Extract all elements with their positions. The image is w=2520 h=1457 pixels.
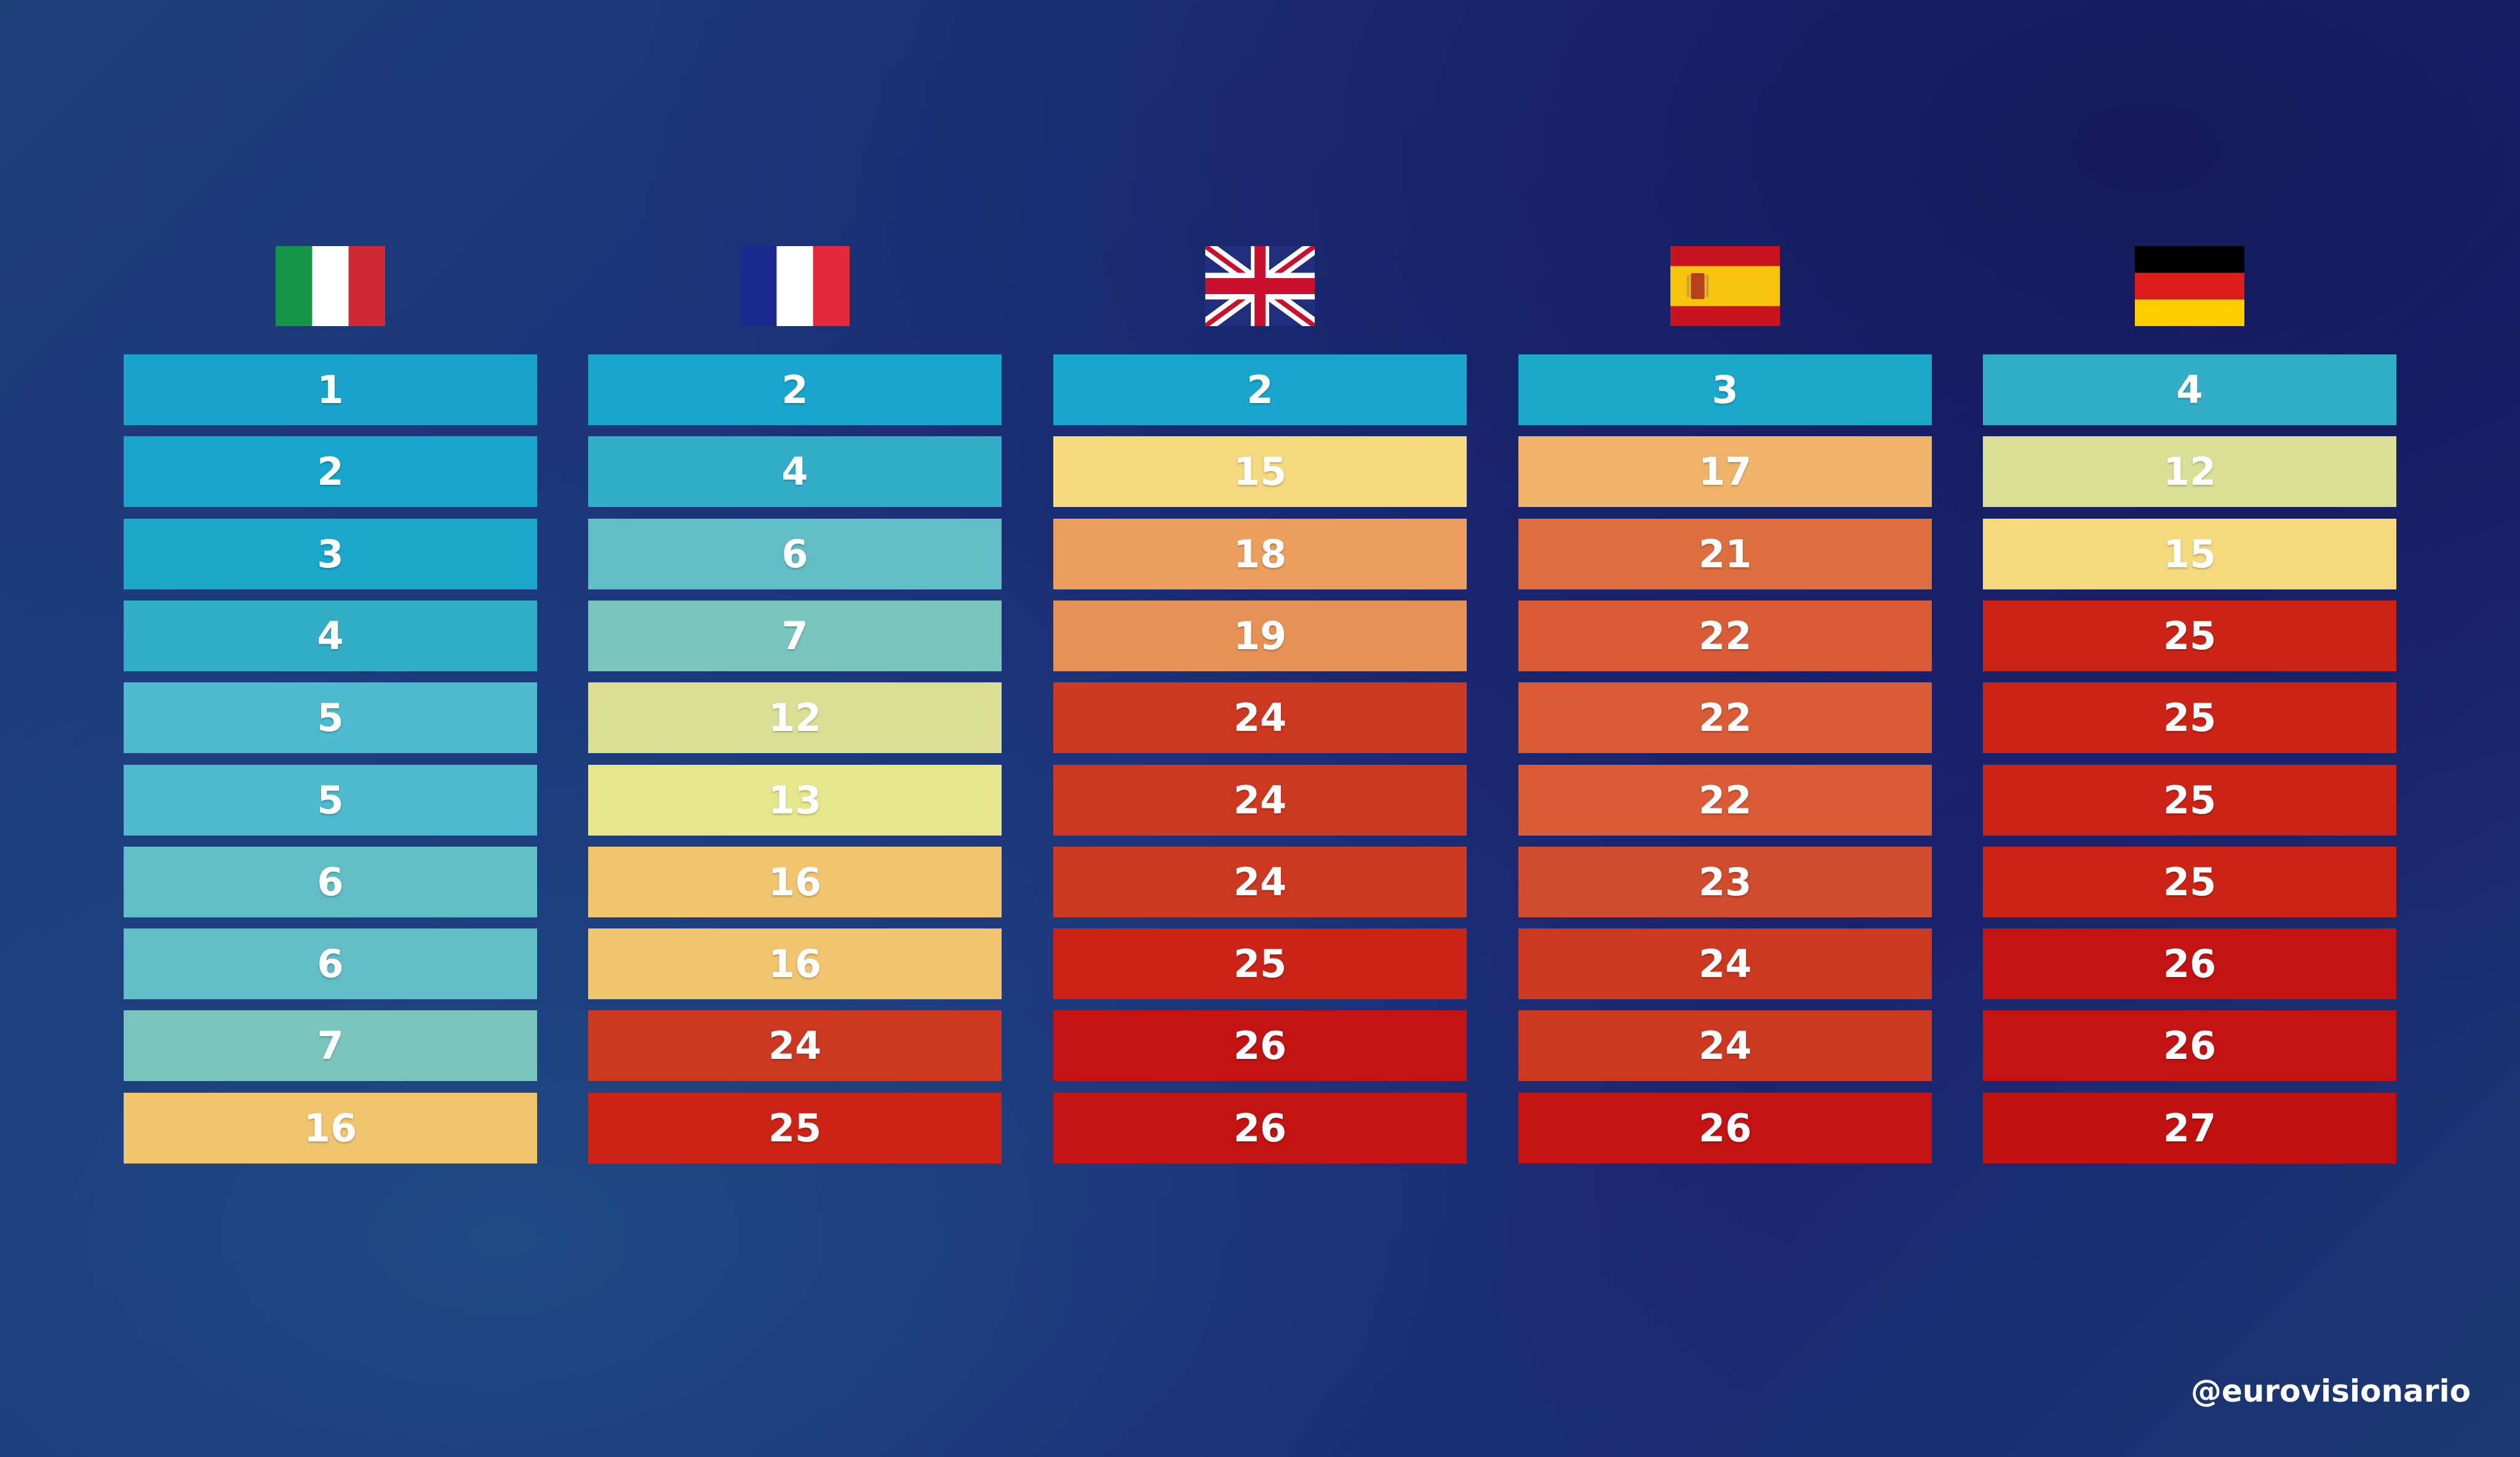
position-cell: 26 bbox=[1053, 1093, 1467, 1164]
position-cell: 26 bbox=[1053, 1010, 1467, 1081]
position-cell: 23 bbox=[1518, 847, 1932, 917]
position-cell: 2 bbox=[588, 354, 1002, 425]
position-cell: 26 bbox=[1983, 1010, 2396, 1081]
position-cell: 1 bbox=[124, 354, 537, 425]
position-cell: 7 bbox=[588, 601, 1002, 671]
position-cell: 2 bbox=[1053, 354, 1467, 425]
position-cell: 5 bbox=[124, 765, 537, 836]
position-cell: 3 bbox=[124, 519, 537, 589]
position-cell: 6 bbox=[124, 928, 537, 999]
position-cell: 16 bbox=[588, 928, 1002, 999]
position-cell: 25 bbox=[588, 1093, 1002, 1164]
position-cell: 22 bbox=[1518, 601, 1932, 671]
position-cell: 15 bbox=[1983, 519, 2396, 589]
position-cell: 6 bbox=[588, 519, 1002, 589]
position-cell: 19 bbox=[1053, 601, 1467, 671]
watermark: @eurovisionario bbox=[2191, 1373, 2471, 1409]
position-cell: 5 bbox=[124, 682, 537, 753]
position-cell: 25 bbox=[1983, 601, 2396, 671]
position-cell: 25 bbox=[1983, 682, 2396, 753]
position-cell: 7 bbox=[124, 1010, 537, 1081]
position-cell: 24 bbox=[588, 1010, 1002, 1081]
position-cell: 22 bbox=[1518, 682, 1932, 753]
position-cell: 17 bbox=[1518, 436, 1932, 507]
position-cell: 18 bbox=[1053, 519, 1467, 589]
position-cell: 27 bbox=[1983, 1093, 2396, 1164]
position-cell: 25 bbox=[1983, 847, 2396, 917]
position-cell: 16 bbox=[588, 847, 1002, 917]
position-cell: 24 bbox=[1053, 682, 1467, 753]
position-cell: 16 bbox=[124, 1093, 537, 1164]
position-cell: 26 bbox=[1518, 1093, 1932, 1164]
spain-flag bbox=[1670, 246, 1780, 326]
position-cell: 6 bbox=[124, 847, 537, 917]
position-cell: 3 bbox=[1518, 354, 1932, 425]
position-cell: 24 bbox=[1518, 928, 1932, 999]
united-kingdom-flag bbox=[1205, 246, 1315, 326]
france-flag bbox=[740, 246, 850, 326]
position-cell: 24 bbox=[1518, 1010, 1932, 1081]
position-cell: 15 bbox=[1053, 436, 1467, 507]
germany-flag bbox=[2135, 246, 2244, 326]
position-cell: 24 bbox=[1053, 765, 1467, 836]
position-cell: 13 bbox=[588, 765, 1002, 836]
position-cell: 4 bbox=[124, 601, 537, 671]
position-cell: 24 bbox=[1053, 847, 1467, 917]
position-cell: 21 bbox=[1518, 519, 1932, 589]
position-cell: 26 bbox=[1983, 928, 2396, 999]
position-cell: 2 bbox=[124, 436, 537, 507]
position-cell: 12 bbox=[588, 682, 1002, 753]
position-cell: 25 bbox=[1983, 765, 2396, 836]
position-cell: 4 bbox=[1983, 354, 2396, 425]
position-cell: 4 bbox=[588, 436, 1002, 507]
position-cell: 12 bbox=[1983, 436, 2396, 507]
italy-flag bbox=[276, 246, 385, 326]
position-cell: 22 bbox=[1518, 765, 1932, 836]
position-cell: 25 bbox=[1053, 928, 1467, 999]
